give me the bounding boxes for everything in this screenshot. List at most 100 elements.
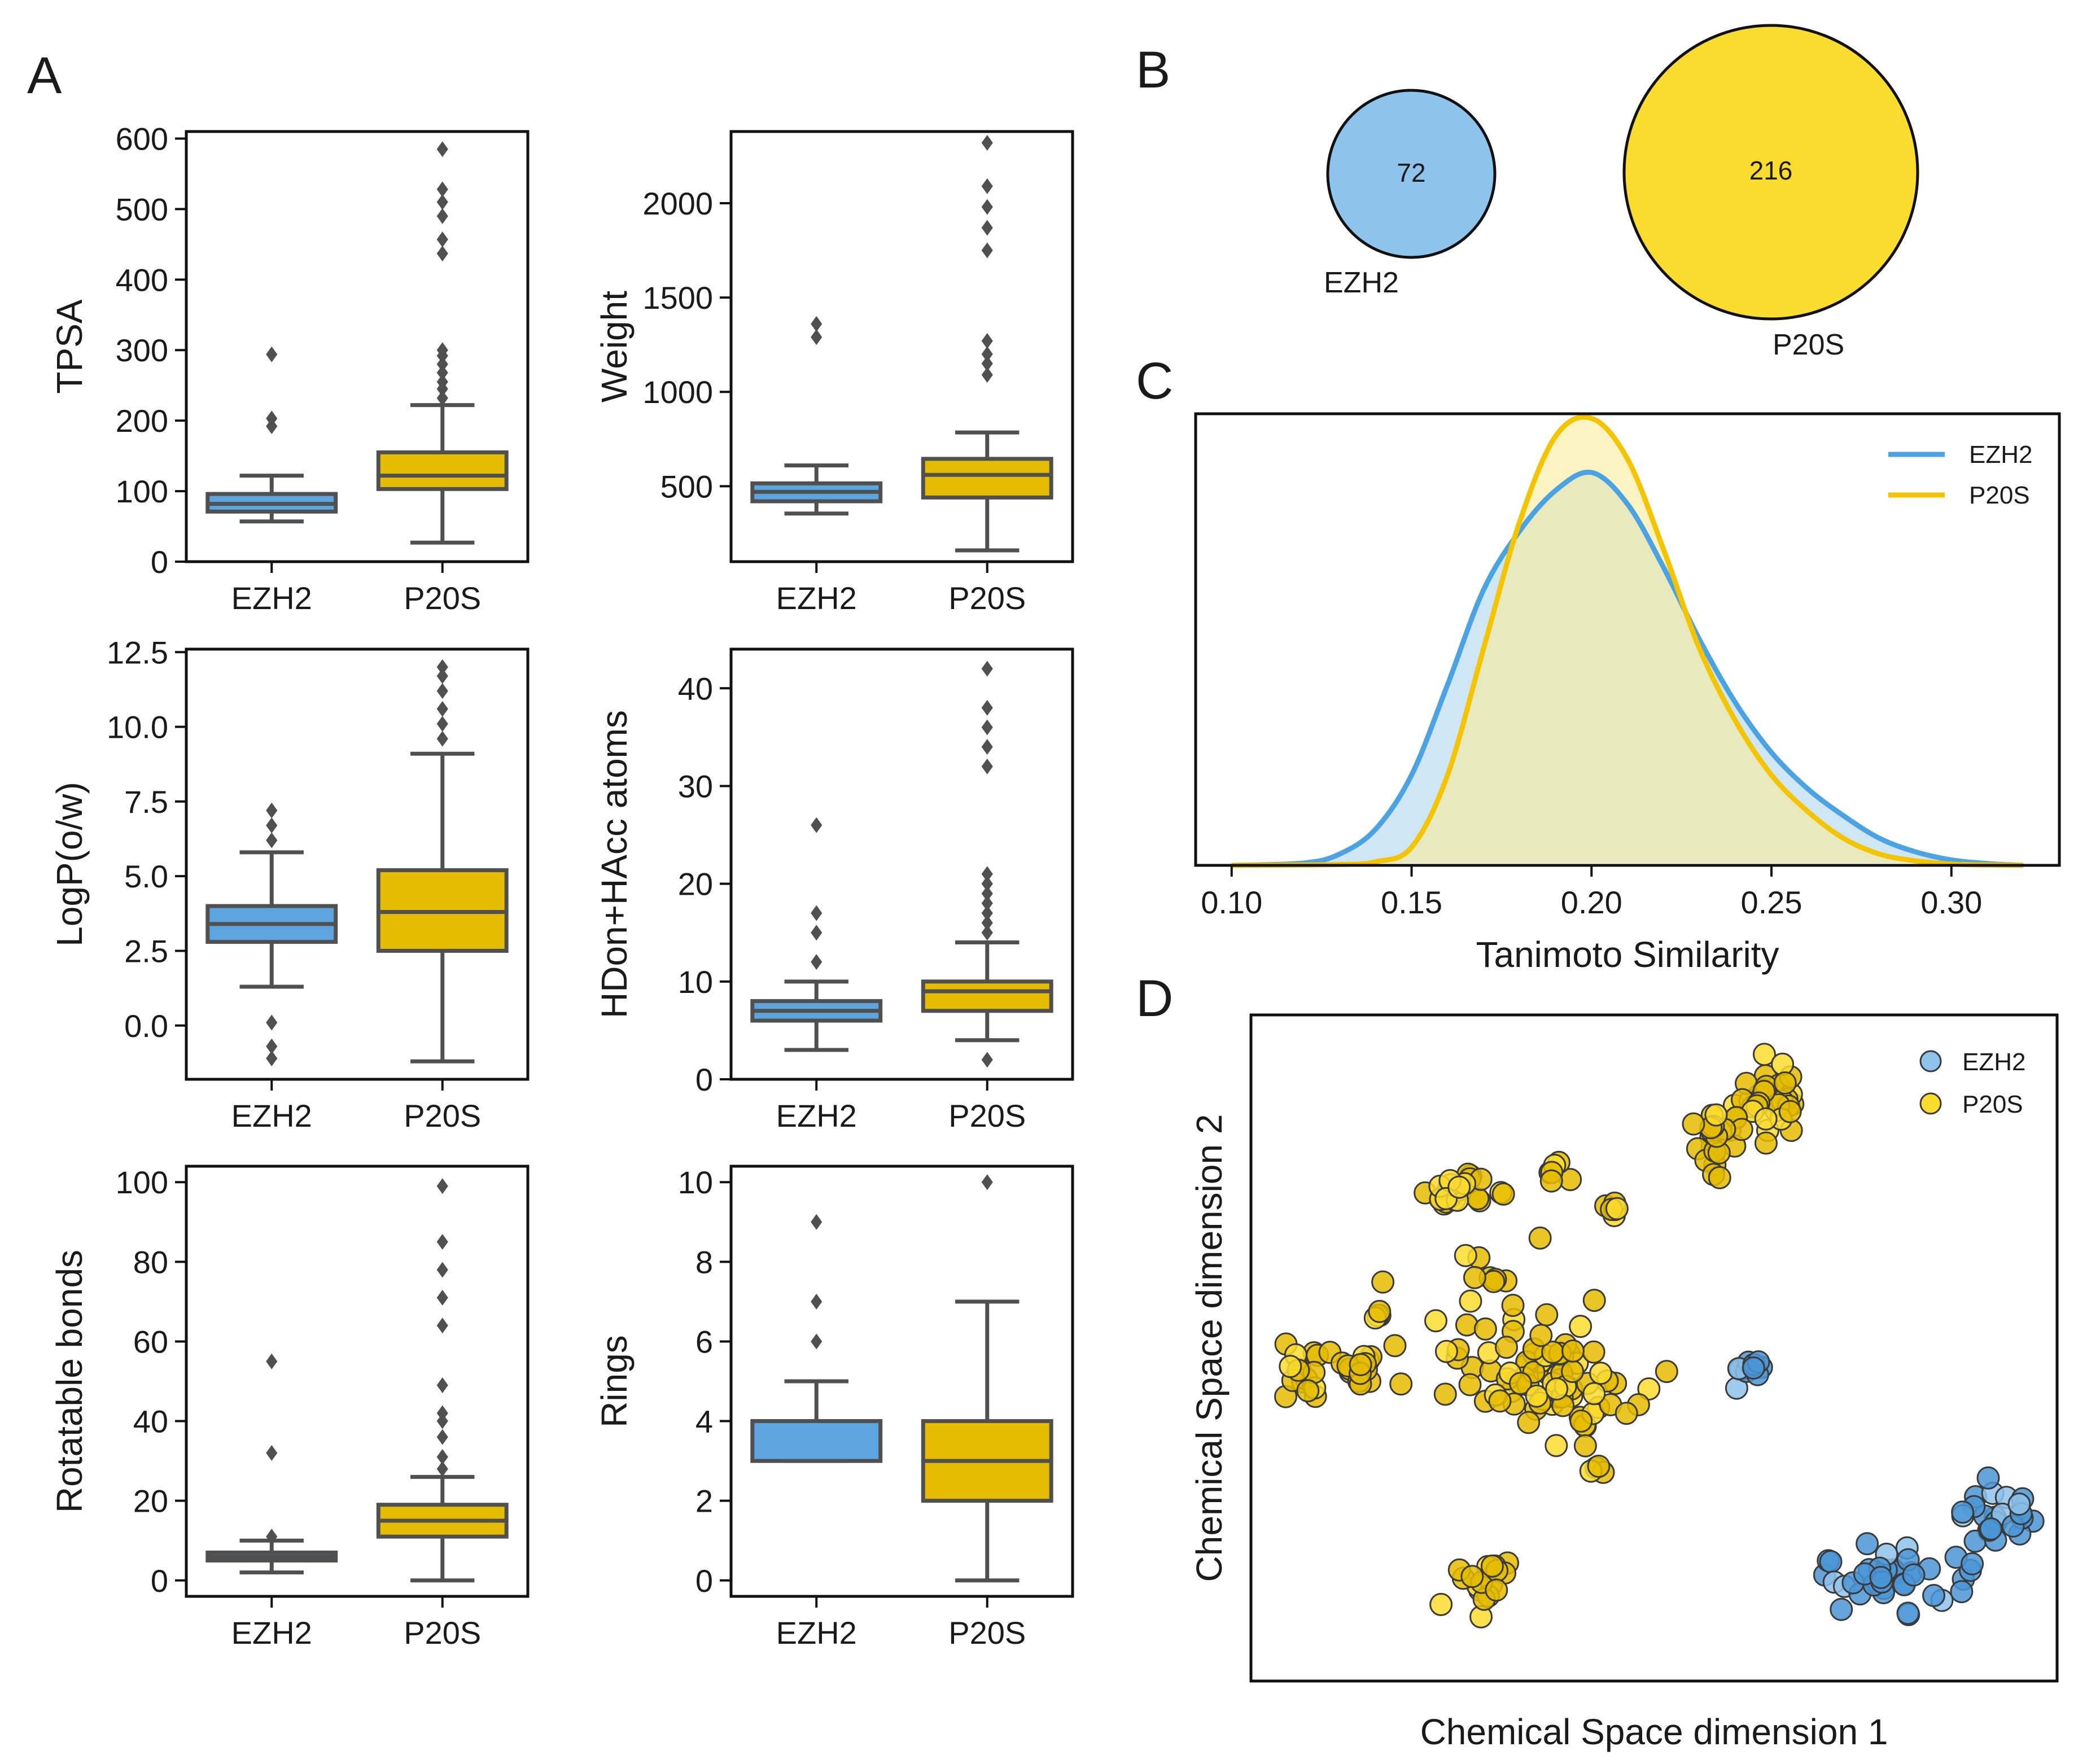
y-tick-label: 10 [678,1165,713,1200]
y-tick-label: 10.0 [107,710,168,745]
flier-point [436,1405,448,1421]
flier-point [981,242,993,259]
scatter-point-p20s [1473,1317,1497,1341]
x-tick-label: P20S [404,1615,481,1651]
scatter-point-p20s [1349,1352,1372,1376]
scatter-point-p20s [1529,1324,1553,1347]
density-plot: 0.10 0.15 0.20 0.25 0.30 Tanimoto Similarity E… [1194,412,2061,975]
plot-frame [1194,412,2061,867]
y-tick-label: 2000 [642,186,713,221]
scatter-point-ezh2 [1869,1566,1893,1590]
flier-point [436,194,448,210]
flier-point [436,730,448,747]
y-tick-label: 8 [695,1244,713,1280]
flier-point [811,329,823,345]
flier-point [811,1214,823,1230]
box-ezh2 [750,817,883,1052]
scatter-point-p20s [1655,1360,1678,1384]
flier-point [436,716,448,732]
scatter-point-p20s [1535,1303,1559,1327]
flier-point [436,1449,448,1465]
flier-point [436,390,448,406]
flier-point [981,699,993,716]
venn-count-p20s: 216 [1749,156,1793,185]
venn-circle-ezh2 [1326,89,1497,259]
x-tick-label: P20S [948,1098,1026,1133]
plot-frame [185,1165,530,1598]
box-ezh2 [205,1353,338,1575]
boxplot-weight: 500 1000 1500 2000 EZH2 P20S Weight [594,130,1074,616]
scatter-point-p20s [1569,1315,1593,1338]
x-tick-label: EZH2 [231,1615,312,1651]
scatter-point-ezh2 [1742,1356,1765,1380]
plot-frame [729,130,1074,563]
plot-frame [729,647,1074,1081]
box-ezh2 [750,316,883,516]
y-tick-label: 0.0 [124,1008,168,1044]
box-p20s [376,1178,509,1583]
venn-circle-p20s [1622,24,1919,321]
flier-point [811,905,823,921]
flier-point [811,954,823,970]
x-tick-label: 0.10 [1201,885,1262,920]
y-tick-label: 400 [116,262,168,297]
flier-point [811,316,823,332]
flier-point [436,1429,448,1445]
hdon-hacc-atoms-axis-label: HDon+HAcc atoms [594,710,635,1018]
flier-point [436,701,448,717]
y-tick-label: 2 [695,1483,713,1519]
box-ezh2 [205,802,338,1066]
scatter-point-p20s [1545,1434,1568,1457]
legend-label-p20s: P20S [1969,482,2030,509]
y-tick-label: 5.0 [124,859,168,894]
scatter-point-p20s [1495,1336,1519,1359]
y-tick-label: 0 [695,1062,713,1097]
flier-point [266,346,278,362]
flier-point [981,367,993,383]
flier-point [981,758,993,774]
y-tick-label: 500 [116,191,168,227]
venn-label-ezh2: EZH2 [1324,266,1399,299]
flier-point [436,365,448,381]
x-tick-label: EZH2 [776,580,857,616]
box-p20s [921,660,1053,1068]
y-tick-label: 0 [151,544,168,580]
y-tick-label: 0 [151,1563,168,1599]
x-axis-label: Chemical Space dimension 1 [1420,1712,1888,1752]
flier-point [436,668,448,684]
y-tick-label: 80 [133,1244,168,1280]
y-tick-label: 20 [133,1483,168,1519]
flier-point [436,1262,448,1278]
flier-point [436,356,448,373]
boxplot-logp: 0.0 2.5 5.0 7.5 10.0 12.5 EZH2 P20S LogP(o/w) [49,634,530,1133]
flier-point [981,876,993,892]
venn-diagram: 72 216 EZH2 P20S [1324,24,1919,361]
y-tick-label: 60 [133,1324,168,1359]
flier-point [981,895,993,912]
x-tick-label: P20S [404,580,481,616]
panel-letter-d: D [1136,970,1173,1027]
flier-point [811,925,823,941]
scatter-point-p20s [1517,1411,1541,1434]
scatter-point-p20s [1463,1266,1486,1289]
scatter-point-p20s [1561,1360,1585,1384]
flier-point [436,374,448,390]
logp-o-w-axis-label: LogP(o/w) [49,782,90,947]
scatter-point-ezh2 [1830,1597,1853,1621]
scatter-point-ezh2 [1979,1517,2003,1541]
scatter-point-p20s [1582,1382,1606,1406]
scatter-point-ezh2 [1922,1583,1946,1607]
flier-point [436,1289,448,1306]
flier-point [981,885,993,901]
scatter-point-p20s [1528,1226,1552,1250]
flier-point [436,342,448,358]
flier-point [981,905,993,921]
y-tick-label: 200 [116,403,168,439]
flier-point [436,1317,448,1334]
x-tick-label: EZH2 [776,1098,857,1133]
scatter-point-p20s [1778,1100,1802,1123]
scatter-point-p20s [1389,1372,1413,1396]
box-ezh2 [750,1214,883,1463]
flier-point [981,199,993,215]
plot-frame [185,130,530,563]
